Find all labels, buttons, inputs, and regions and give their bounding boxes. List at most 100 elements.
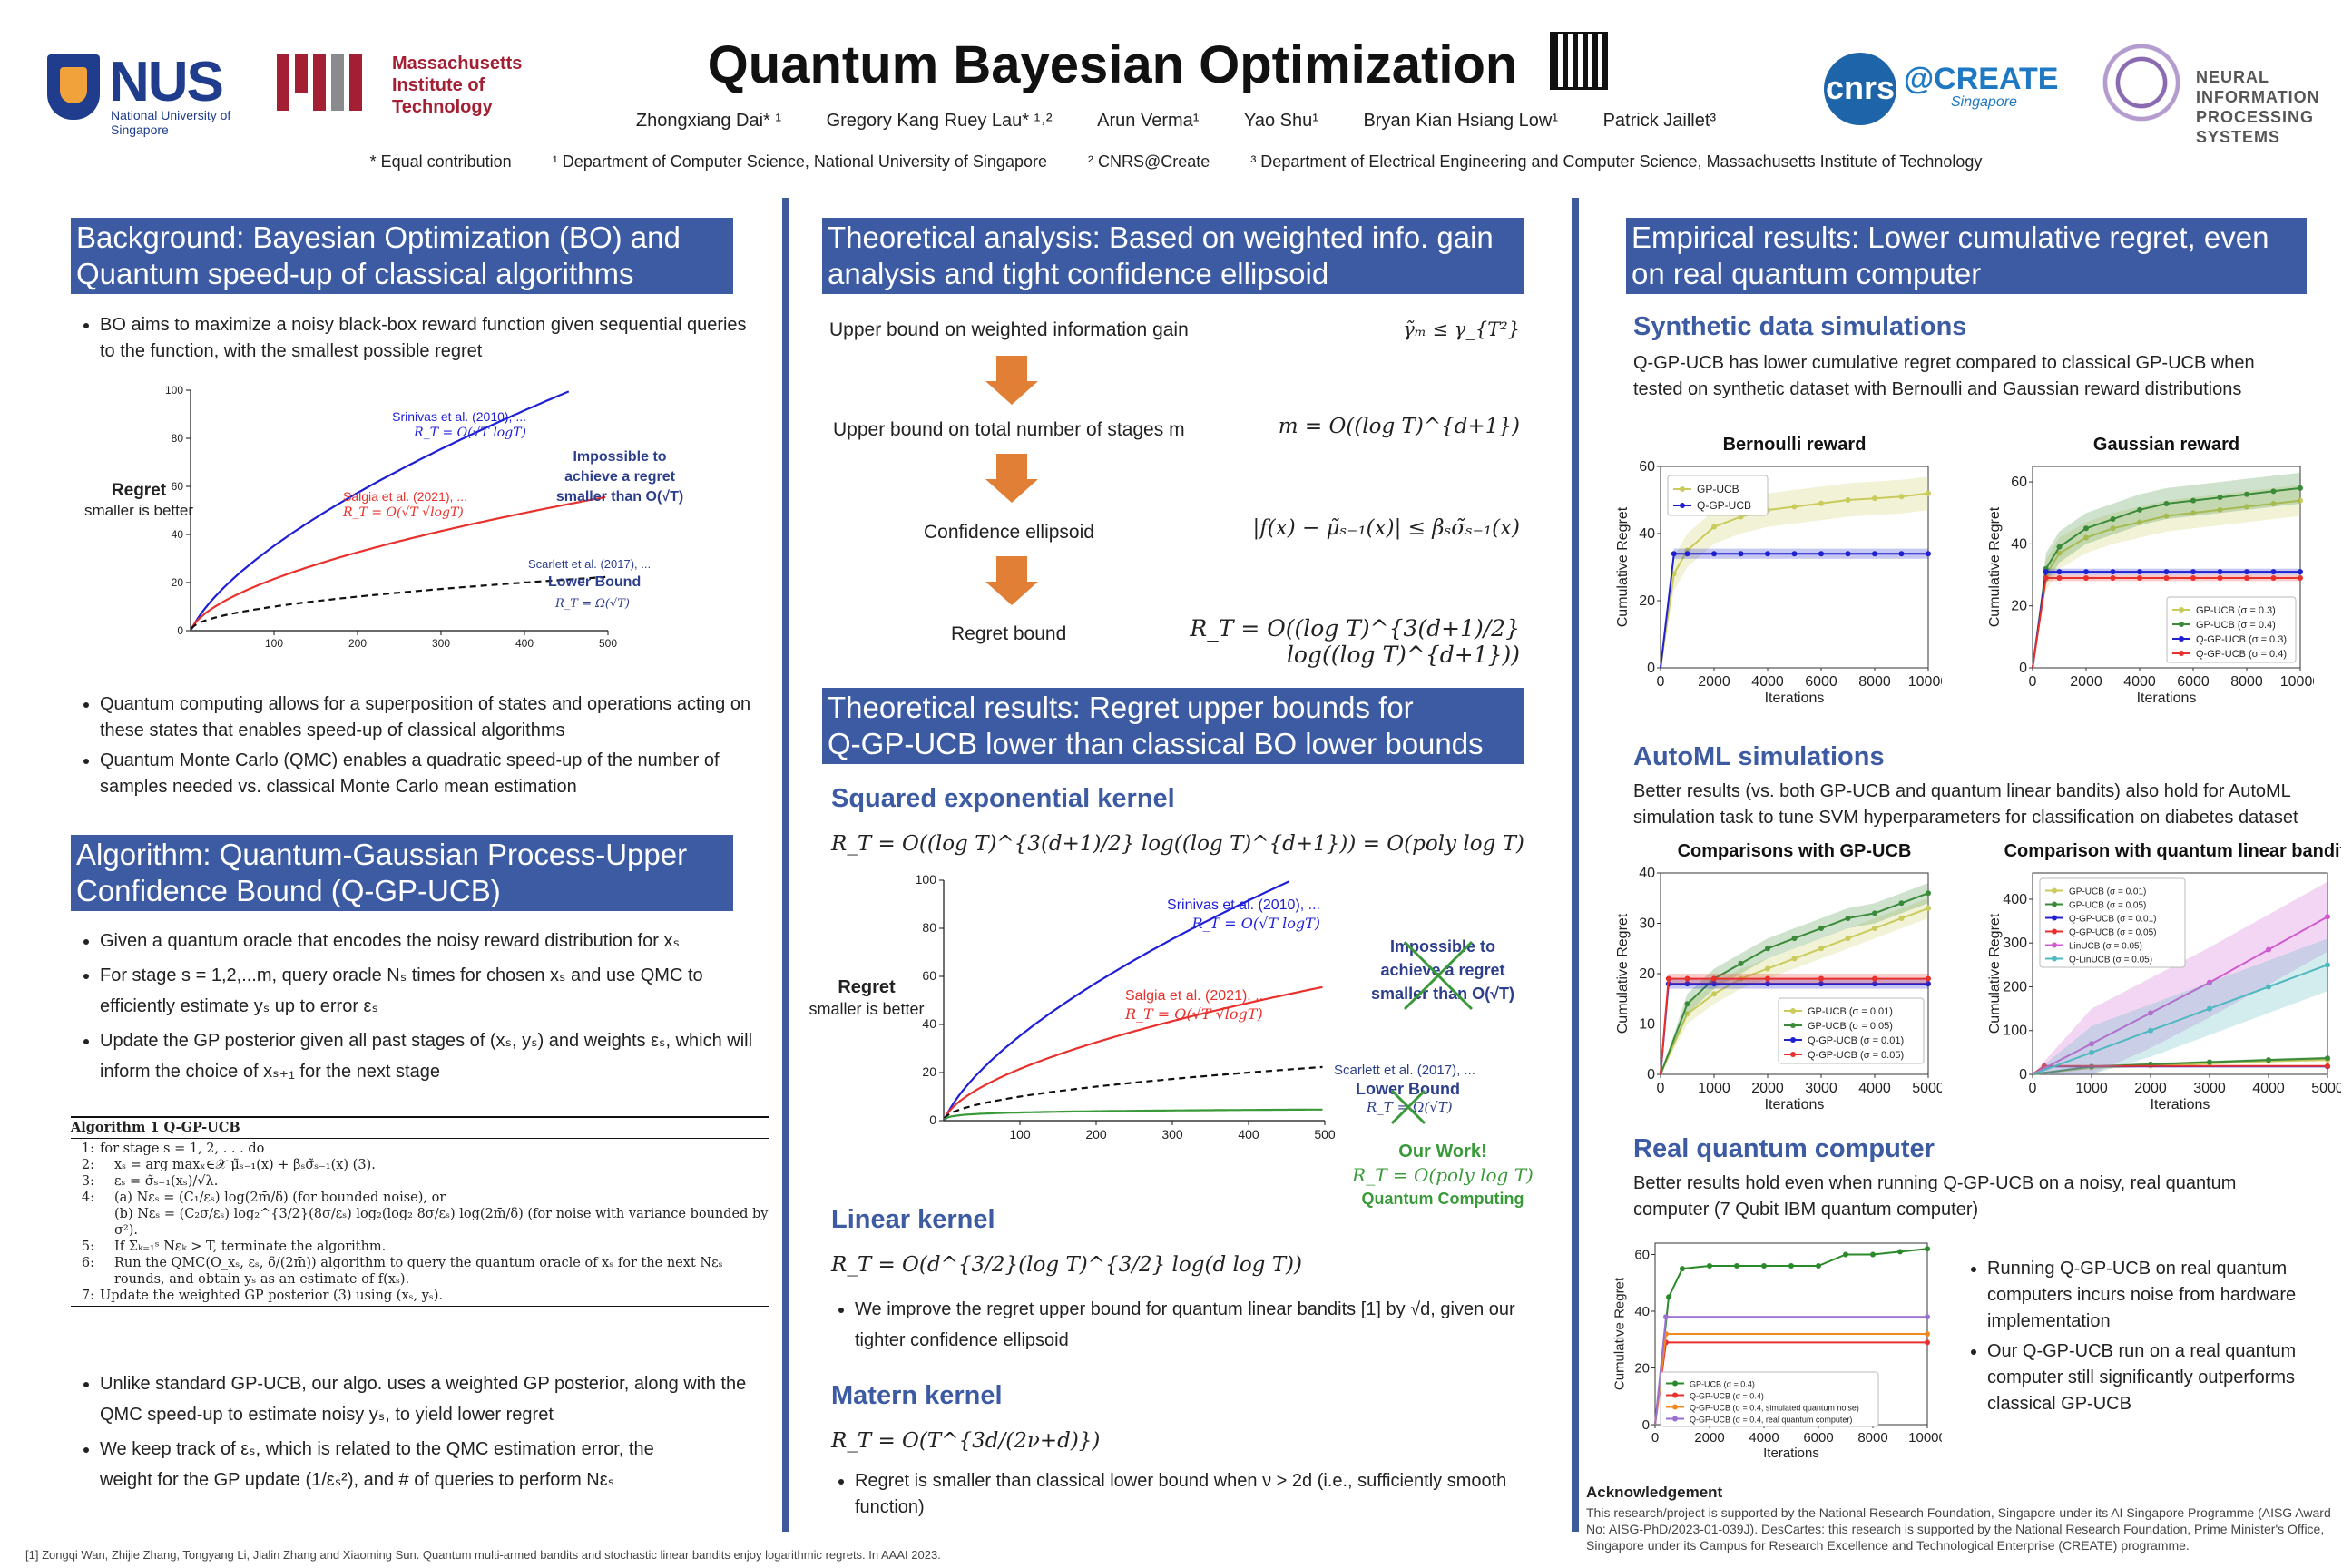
data-point bbox=[1926, 551, 1931, 557]
legend-label: GP-UCB (σ = 0.05) bbox=[2069, 901, 2146, 911]
data-point bbox=[1845, 551, 1851, 557]
series-line bbox=[2032, 499, 2301, 669]
legend-marker bbox=[2052, 956, 2057, 962]
series-line bbox=[944, 1108, 1323, 1121]
background-regret-chart: 0 20 40 60 80 100 100 200 300 400 500 bbox=[91, 381, 708, 658]
theory-header: Theoretical analysis: Based on weighted … bbox=[822, 218, 1524, 294]
data-point bbox=[2110, 574, 2116, 581]
x-tick-label: 4000 bbox=[2252, 1081, 2285, 1096]
data-point bbox=[2270, 500, 2277, 506]
legend-marker bbox=[1790, 1037, 1796, 1043]
algorithm-line-number: 1: bbox=[81, 1142, 94, 1156]
x-axis-label: Iterations bbox=[1763, 1446, 1819, 1461]
x-tick-label: 6000 bbox=[1803, 1430, 1833, 1446]
data-point bbox=[1680, 1266, 1685, 1272]
data-point bbox=[1734, 1263, 1740, 1269]
data-point bbox=[2325, 914, 2330, 920]
data-point bbox=[1765, 965, 1770, 972]
data-point bbox=[2244, 491, 2249, 497]
our-work-label: Our Work! R_T = O(poly log T) Quantum Co… bbox=[1352, 1142, 1534, 1208]
linear-kernel-title: Linear kernel bbox=[831, 1205, 995, 1234]
y-tick-label: 60 bbox=[172, 480, 184, 493]
x-tick-label: 8000 bbox=[1858, 674, 1891, 690]
mit-logo-icon bbox=[277, 54, 377, 111]
data-point bbox=[2190, 510, 2196, 516]
series-line bbox=[190, 495, 606, 630]
y-tick-label: 40 bbox=[1639, 526, 1655, 542]
data-point bbox=[2217, 569, 2223, 575]
y-tick-label: 0 bbox=[2019, 1067, 2027, 1083]
data-point bbox=[1872, 926, 1877, 932]
algorithm-line-text: εₛ = σ̃ₛ₋₁(xₛ)/√λ. bbox=[114, 1174, 219, 1189]
scarlett-label: Scarlett et al. (2017), ... Lower Bound … bbox=[1334, 1063, 1475, 1115]
y-tick-label: 10 bbox=[1639, 1017, 1655, 1033]
data-point bbox=[1925, 1331, 1930, 1337]
legend-marker bbox=[1680, 503, 1685, 508]
data-point bbox=[1738, 960, 1744, 966]
quantum-bullets: Quantum computing allows for a superposi… bbox=[73, 691, 753, 804]
legend-label: Q-GP-UCB (σ = 0.4, real quantum computer… bbox=[1690, 1416, 1852, 1425]
y-tick-label: 300 bbox=[2003, 936, 2027, 951]
srinivas-label: Srinivas et al. (2010), ... R_T = O(√T lo… bbox=[1167, 897, 1320, 932]
algorithm-line-text: Run the QMC(O_xₛ, εₛ, δ/(2m̄)) algorithm… bbox=[114, 1256, 723, 1287]
data-point bbox=[1872, 495, 1877, 502]
acknowledgement-text: This research/project is supported by th… bbox=[1586, 1505, 2331, 1553]
plot-frame bbox=[2032, 466, 2301, 669]
author: Yao Shu¹ bbox=[1243, 111, 1318, 131]
data-point bbox=[2207, 1005, 2212, 1012]
cross-mark-icon bbox=[1403, 940, 1474, 1011]
bullet-item: Update the GP posterior given all past s… bbox=[100, 1025, 771, 1087]
bullet-item: We improve the regret upper bound for qu… bbox=[855, 1294, 1517, 1356]
real-quantum-bullets: Running Q-GP-UCB on real quantum compute… bbox=[1960, 1256, 2341, 1421]
legend-marker bbox=[1790, 1052, 1796, 1057]
automl-text: Better results (vs. both GP-UCB and quan… bbox=[1633, 781, 2298, 828]
algorithm-line-number: 3: bbox=[81, 1174, 94, 1189]
data-point bbox=[1818, 926, 1824, 932]
automl-linear-chart: Comparison with quantum linear bandits 0 1… bbox=[1960, 835, 2341, 1125]
data-point bbox=[1898, 551, 1905, 557]
bullet-item: BO aims to maximize a noisy black-box re… bbox=[100, 312, 753, 365]
confidence-band bbox=[1661, 974, 1928, 1074]
y-tick-label: 20 bbox=[1639, 966, 1655, 982]
qr-code-icon[interactable] bbox=[1550, 32, 1608, 90]
algorithm-line-text: (a) Nεₛ = (C₁/εₛ) log(2m̄/δ) (for bounde… bbox=[114, 1191, 446, 1205]
x-tick-label: 200 bbox=[348, 637, 367, 650]
down-arrow-icon bbox=[985, 556, 1038, 605]
data-point bbox=[2083, 525, 2089, 532]
confidence-band bbox=[2033, 938, 2328, 1074]
data-point bbox=[2110, 569, 2116, 575]
data-point bbox=[1791, 936, 1798, 942]
algorithm-line-number: 2: bbox=[81, 1158, 94, 1172]
algorithm-line-number: 4: bbox=[81, 1191, 94, 1205]
legend-label: Q-GP-UCB (σ = 0.01) bbox=[1808, 1035, 1904, 1046]
y-tick-label: 100 bbox=[2003, 1024, 2027, 1039]
y-tick-label: 0 bbox=[1647, 1067, 1655, 1083]
bullet-item: For stage s = 1,2,...m, query oracle Nₛ … bbox=[100, 960, 771, 1022]
gaussian-chart: Gaussian reward 0 20 40 60 0 2000 4000 6000 8000 1… bbox=[1969, 426, 2314, 717]
legend-marker bbox=[1672, 1392, 1678, 1398]
x-tick-label: 3000 bbox=[1805, 1081, 1838, 1096]
legend-box bbox=[1778, 997, 1925, 1064]
y-tick-label: 60 bbox=[1634, 1248, 1650, 1263]
data-point bbox=[1872, 551, 1877, 557]
x-tick-label: 4000 bbox=[1749, 1430, 1779, 1446]
author: Arun Verma¹ bbox=[1097, 111, 1200, 131]
x-tick-label: 0 bbox=[2029, 1081, 2037, 1096]
x-tick-label: 10000 bbox=[2280, 674, 2314, 690]
data-point bbox=[2298, 497, 2303, 504]
legend-marker bbox=[2179, 651, 2184, 656]
x-axis-label: Iterations bbox=[2151, 1097, 2210, 1112]
chart-title: Comparison with quantum linear bandits bbox=[2004, 841, 2341, 861]
legend-label: Q-GP-UCB (σ = 0.01) bbox=[2069, 915, 2156, 925]
x-tick-label: 100 bbox=[1009, 1127, 1031, 1142]
x-axis-label: Iterations bbox=[1765, 691, 1825, 706]
series-line bbox=[190, 390, 570, 631]
algorithm-line: (b) Nεₛ = (C₂σ/εₛ) log₂^{3/2}(8σ/εₛ) log… bbox=[71, 1206, 769, 1239]
legend-label: GP-UCB (σ = 0.01) bbox=[2069, 887, 2146, 897]
nus-subtext: National University of Singapore bbox=[111, 108, 231, 137]
y-tick-label: 100 bbox=[165, 384, 183, 397]
y-tick-label: 0 bbox=[1642, 1417, 1650, 1433]
create-wordmark: @CREATE bbox=[1904, 62, 2059, 96]
step-equation: γ̃ₘ ≤ γ_{T²} bbox=[1403, 318, 1520, 340]
series-line bbox=[943, 880, 1289, 1121]
